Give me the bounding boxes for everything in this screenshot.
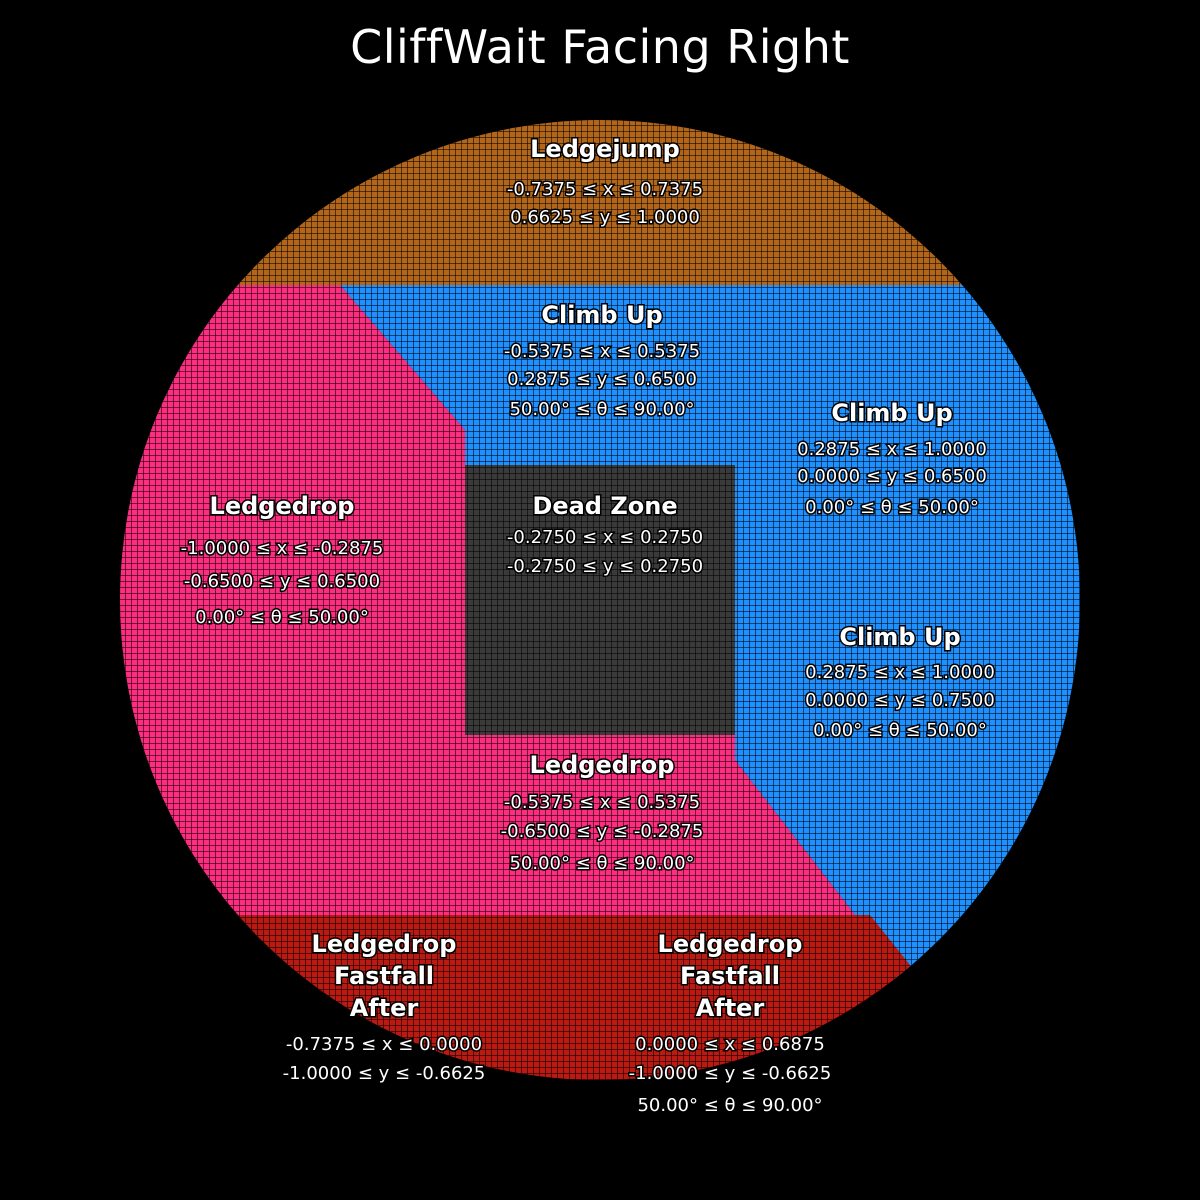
region-title: After: [350, 994, 419, 1022]
region-label-ledgedrop-center: Ledgedrop -0.5375 ≤ x ≤ 0.5375 -0.6500 ≤ y…: [499, 750, 705, 876]
region-label-fastfall-right: Ledgedrop Fastfall After 0.0000 ≤ x ≤ 0.687…: [627, 929, 833, 1118]
region-range: 0.2875 ≤ x ≤ 1.0000: [805, 662, 995, 683]
region-title: Fastfall: [680, 962, 780, 990]
region-title: Climb Up: [831, 399, 952, 427]
region-title: Ledgedrop: [210, 492, 355, 520]
region-range: -1.0000 ≤ y ≤ -0.6625: [629, 1063, 832, 1084]
region-label-dead-zone: Dead Zone -0.2750 ≤ x ≤ 0.2750 -0.2750 ≤ y…: [505, 491, 704, 579]
region-range: -0.2750 ≤ y ≤ 0.2750: [507, 556, 703, 577]
region-title: Dead Zone: [532, 492, 677, 520]
region-label-climb-up-right-upper: Climb Up 0.2875 ≤ x ≤ 1.0000 0.0000 ≤ y ≤ …: [796, 398, 989, 520]
region-title: After: [696, 994, 765, 1022]
region-range: -1.0000 ≤ x ≤ -0.2875: [181, 538, 384, 559]
region-title: Climb Up: [839, 623, 960, 651]
region-range: 50.00° ≤ θ ≤ 90.00°: [509, 853, 694, 874]
region-range: 0.00° ≤ θ ≤ 50.00°: [813, 720, 987, 741]
region-range: 0.0000 ≤ x ≤ 0.6875: [635, 1034, 825, 1055]
region-range: 0.0000 ≤ y ≤ 0.6500: [797, 466, 987, 487]
region-label-ledgejump: Ledgejump -0.7375 ≤ x ≤ 0.7375 0.6625 ≤ y …: [505, 134, 704, 230]
page-title: CliffWait Facing Right: [350, 20, 850, 74]
region-label-fastfall-left: Ledgedrop Fastfall After -0.7375 ≤ x ≤ 0.00…: [281, 929, 487, 1086]
region-label-ledgedrop-left: Ledgedrop -1.0000 ≤ x ≤ -0.2875 -0.6500 ≤ …: [179, 491, 385, 630]
region-title: Ledgedrop: [312, 930, 457, 958]
region-range: -0.2750 ≤ x ≤ 0.2750: [507, 527, 703, 548]
region-title: Ledgejump: [530, 135, 680, 163]
region-range: 0.0000 ≤ y ≤ 0.7500: [805, 690, 995, 711]
region-range: -1.0000 ≤ y ≤ -0.6625: [283, 1063, 486, 1084]
region-title: Climb Up: [541, 301, 662, 329]
region-range: -0.7375 ≤ x ≤ 0.7375: [507, 179, 703, 200]
region-range: -0.7375 ≤ x ≤ 0.0000: [286, 1034, 482, 1055]
region-range: 0.6625 ≤ y ≤ 1.0000: [510, 207, 700, 228]
region-range: 50.00° ≤ θ ≤ 90.00°: [509, 399, 694, 420]
region-label-climb-up-right-lower: Climb Up 0.2875 ≤ x ≤ 1.0000 0.0000 ≤ y ≤ …: [804, 622, 997, 743]
region-range: 0.00° ≤ θ ≤ 50.00°: [195, 607, 369, 628]
region-range: -0.6500 ≤ y ≤ -0.2875: [501, 821, 704, 842]
region-range: 0.00° ≤ θ ≤ 50.00°: [805, 497, 979, 518]
region-title: Ledgedrop: [530, 751, 675, 779]
region-range: -0.6500 ≤ y ≤ 0.6500: [184, 571, 380, 592]
region-range: -0.5375 ≤ x ≤ 0.5375: [504, 341, 700, 362]
region-title: Fastfall: [334, 962, 434, 990]
region-range: -0.5375 ≤ x ≤ 0.5375: [504, 792, 700, 813]
region-range: 0.2875 ≤ y ≤ 0.6500: [507, 369, 697, 390]
region-label-climb-up-center: Climb Up -0.5375 ≤ x ≤ 0.5375 0.2875 ≤ y ≤…: [502, 300, 701, 422]
region-range: 0.2875 ≤ x ≤ 1.0000: [797, 439, 987, 460]
region-title: Ledgedrop: [658, 930, 803, 958]
region-range: 50.00° ≤ θ ≤ 90.00°: [637, 1095, 822, 1116]
